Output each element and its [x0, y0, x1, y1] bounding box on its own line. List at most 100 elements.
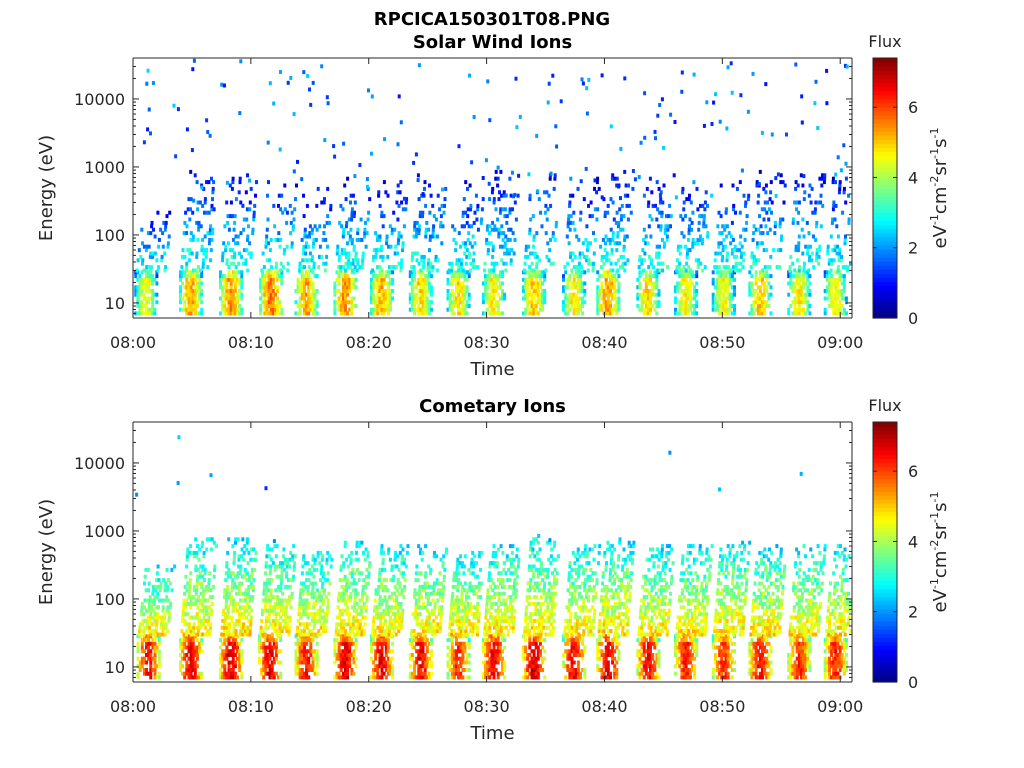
flux-cell	[181, 638, 185, 643]
flux-cell	[261, 274, 265, 279]
flux-cell	[271, 561, 275, 566]
flux-cell	[271, 300, 275, 305]
flux-cell	[636, 296, 640, 301]
flux-cell	[350, 653, 354, 657]
flux-cell	[483, 268, 487, 273]
flux-cell	[151, 281, 155, 286]
flux-cell	[265, 274, 269, 279]
flux-cell	[248, 605, 252, 610]
flux-cell	[797, 292, 801, 297]
flux-cell	[142, 296, 146, 301]
flux-cell	[802, 300, 805, 305]
flux-cell	[553, 173, 557, 178]
flux-cell	[187, 601, 191, 606]
flux-cell	[648, 176, 652, 181]
flux-cell	[227, 664, 231, 669]
flux-cell	[161, 605, 165, 610]
flux-cell	[819, 200, 823, 205]
flux-cell	[530, 274, 534, 279]
flux-cell	[376, 289, 380, 293]
flux-cell	[227, 270, 231, 275]
flux-cell	[593, 237, 597, 242]
flux-cell	[646, 277, 650, 282]
flux-cell	[303, 622, 307, 627]
flux-cell	[142, 638, 146, 643]
flux-cell	[398, 190, 402, 195]
flux-cell	[142, 671, 146, 676]
flux-cell	[144, 311, 148, 316]
flux-cell	[328, 554, 332, 559]
flux-cell	[770, 210, 773, 215]
flux-cell	[823, 289, 827, 293]
flux-cell	[309, 581, 313, 586]
flux-cell	[498, 244, 502, 249]
flux-cell	[269, 289, 273, 293]
flux-cell	[506, 237, 510, 242]
flux-cell	[722, 300, 726, 305]
flux-cell	[697, 220, 701, 225]
flux-cell	[260, 618, 264, 623]
flux-cell	[269, 281, 273, 286]
flux-cell	[419, 311, 423, 316]
flux-cell	[696, 261, 700, 266]
flux-cell	[234, 265, 238, 270]
flux-cell	[296, 625, 300, 630]
flux-cell	[713, 285, 717, 290]
flux-cell	[181, 641, 185, 646]
flux-cell	[274, 237, 278, 242]
flux-cell	[484, 274, 487, 279]
flux-cell	[263, 605, 267, 610]
flux-cell	[164, 220, 168, 225]
flux-cell	[431, 234, 435, 239]
flux-cell	[189, 629, 193, 634]
flux-cell	[138, 292, 142, 297]
flux-cell	[718, 292, 722, 297]
flux-cell	[147, 634, 151, 639]
flux-cell	[576, 311, 580, 316]
flux-cell	[138, 311, 142, 316]
flux-cell	[300, 292, 304, 297]
flux-cell	[740, 168, 744, 173]
flux-cell	[152, 622, 156, 627]
flux-cell	[807, 268, 811, 273]
flux-cell	[225, 645, 229, 650]
flux-cell	[372, 300, 375, 305]
flux-cell	[145, 641, 148, 646]
flux-cell	[192, 554, 196, 559]
flux-cell	[430, 300, 433, 305]
flux-cell	[200, 183, 204, 188]
flux-cell	[655, 281, 659, 286]
flux-cell	[322, 231, 326, 236]
flux-cell	[151, 81, 155, 85]
flux-cell	[741, 265, 745, 270]
flux-cell	[810, 251, 814, 256]
flux-cell	[264, 241, 268, 246]
flux-cell	[499, 231, 503, 236]
flux-cell	[307, 311, 311, 316]
flux-cell	[303, 300, 306, 305]
flux-cell	[754, 270, 758, 275]
flux-cell	[146, 618, 150, 623]
flux-cell	[346, 671, 350, 676]
flux-cell	[796, 248, 800, 253]
flux-cell	[720, 311, 724, 316]
flux-cell	[713, 265, 717, 270]
flux-cell	[541, 289, 545, 293]
flux-cell	[797, 200, 801, 205]
flux-cell	[251, 227, 255, 232]
flux-cell	[413, 220, 417, 225]
flux-cell	[463, 304, 467, 308]
flux-cell	[296, 660, 300, 665]
flux-cell	[688, 307, 692, 312]
flux-cell	[231, 601, 235, 606]
flux-cell	[144, 608, 148, 613]
flux-cell	[302, 581, 306, 586]
flux-cell	[180, 629, 184, 634]
flux-cell	[227, 311, 231, 316]
flux-cell	[840, 289, 844, 293]
colorbar-segment	[873, 78, 897, 83]
flux-cell	[581, 296, 585, 301]
flux-cell	[467, 304, 471, 308]
flux-cell	[240, 281, 244, 286]
flux-cell	[233, 671, 237, 676]
